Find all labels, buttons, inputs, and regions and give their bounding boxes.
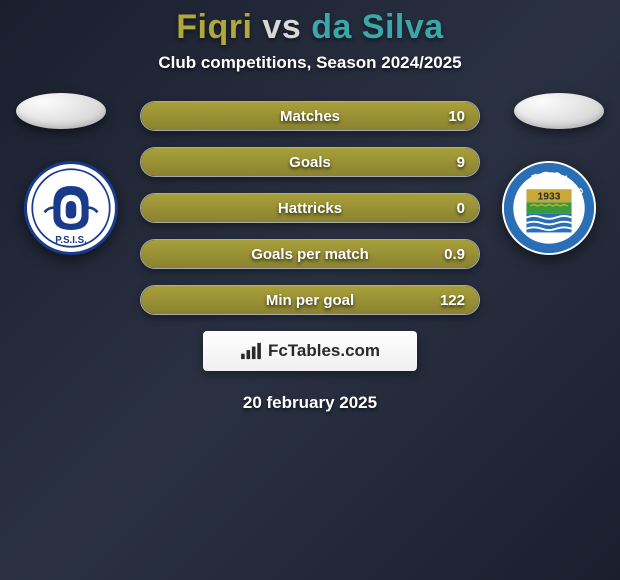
bar-label: Min per goal bbox=[266, 292, 354, 309]
bar-label: Hattricks bbox=[278, 200, 342, 217]
stat-bar: Goals per match 0.9 bbox=[140, 239, 480, 269]
bar-value: 0.9 bbox=[444, 246, 465, 263]
stat-bar: Hattricks 0 bbox=[140, 193, 480, 223]
persib-logo-icon: PERSIB E R S I 1933 bbox=[502, 161, 596, 255]
branding-text: FcTables.com bbox=[240, 341, 380, 361]
chart-icon bbox=[240, 342, 262, 360]
player2-name: da Silva bbox=[311, 8, 444, 46]
branding-label: FcTables.com bbox=[268, 341, 380, 361]
bar-value: 9 bbox=[457, 154, 465, 171]
vs-text: vs bbox=[262, 8, 301, 46]
bar-value: 10 bbox=[448, 108, 465, 125]
bar-label: Goals bbox=[289, 154, 331, 171]
date-text: 20 february 2025 bbox=[0, 393, 620, 413]
player1-name: Fiqri bbox=[176, 8, 252, 46]
player1-avatar bbox=[16, 93, 106, 129]
club-logo-left: P.S.I.S. bbox=[24, 161, 118, 255]
bar-value: 122 bbox=[440, 292, 465, 309]
stat-bar: Goals 9 bbox=[140, 147, 480, 177]
svg-text:1933: 1933 bbox=[538, 192, 561, 203]
bar-label: Goals per match bbox=[251, 246, 369, 263]
club-logo-right: PERSIB E R S I 1933 bbox=[502, 161, 596, 255]
content: P.S.I.S. PERSIB E R S I 1933 Matches bbox=[0, 101, 620, 413]
subtitle: Club competitions, Season 2024/2025 bbox=[0, 53, 620, 73]
branding-badge: FcTables.com bbox=[203, 331, 417, 371]
bar-label: Matches bbox=[280, 108, 340, 125]
stat-bars: Matches 10 Goals 9 Hattricks 0 Goals per… bbox=[140, 101, 480, 315]
svg-text:P.S.I.S.: P.S.I.S. bbox=[55, 235, 87, 246]
bar-value: 0 bbox=[457, 200, 465, 217]
comparison-title: Fiqri vs da Silva bbox=[0, 0, 620, 47]
stat-bar: Min per goal 122 bbox=[140, 285, 480, 315]
player2-avatar bbox=[514, 93, 604, 129]
stat-bar: Matches 10 bbox=[140, 101, 480, 131]
psis-logo-icon: P.S.I.S. bbox=[27, 164, 115, 252]
